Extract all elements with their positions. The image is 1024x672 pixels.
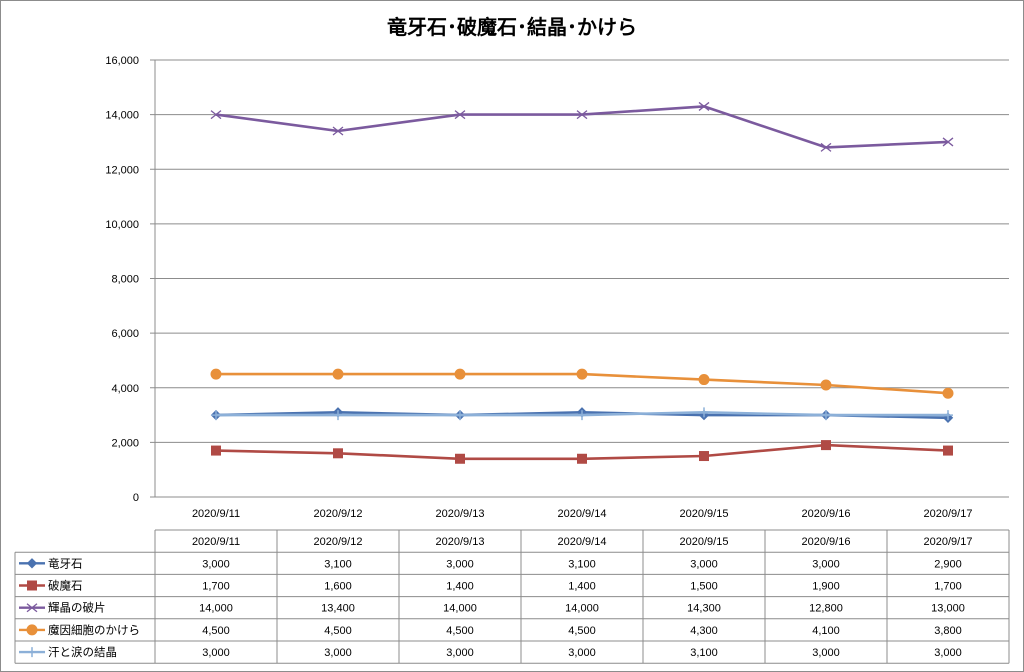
legend-series-name: 竜牙石 <box>48 556 83 570</box>
data-point <box>576 110 588 120</box>
y-tick-label: 0 <box>133 492 139 504</box>
table-header-cell: 2020/9/17 <box>924 536 973 548</box>
data-point <box>211 410 221 421</box>
table-value-cell: 14,300 <box>687 603 721 615</box>
table-header-cell: 2020/9/13 <box>436 536 485 548</box>
data-point <box>333 448 343 459</box>
x-tick-label: 2020/9/11 <box>192 508 240 520</box>
table-value-cell: 1,600 <box>324 581 352 593</box>
table-value-cell: 3,000 <box>934 647 962 659</box>
table-value-cell: 3,000 <box>812 558 840 570</box>
table-value-cell: 3,100 <box>690 647 718 659</box>
data-point <box>211 445 221 456</box>
table-value-cell: 3,100 <box>324 558 352 570</box>
y-tick-label: 8,000 <box>111 274 139 286</box>
table-value-cell: 14,000 <box>565 603 599 615</box>
data-point <box>820 379 832 391</box>
legend-key-marker <box>26 603 38 613</box>
y-tick-label: 4,000 <box>111 383 139 395</box>
legend-key-marker <box>27 647 37 658</box>
data-point <box>577 410 587 421</box>
table-value-cell: 1,400 <box>568 581 596 593</box>
table-value-cell: 4,500 <box>324 625 352 637</box>
table-value-cell: 14,000 <box>199 603 233 615</box>
table-value-cell: 4,500 <box>568 625 596 637</box>
data-point <box>454 368 466 380</box>
table-header-cell: 2020/9/11 <box>192 536 240 548</box>
table-value-cell: 4,300 <box>690 625 718 637</box>
chart-title: 竜牙石･破魔石･結晶･かけら <box>387 15 637 39</box>
data-point <box>455 410 465 421</box>
data-point <box>943 445 953 456</box>
table-header-cell: 2020/9/16 <box>802 536 851 548</box>
table-value-cell: 3,000 <box>202 558 230 570</box>
table-value-cell: 3,000 <box>446 558 474 570</box>
x-tick-label: 2020/9/13 <box>436 508 485 520</box>
y-tick-label: 2,000 <box>111 437 139 449</box>
data-point <box>698 374 710 386</box>
y-tick-label: 12,000 <box>105 164 139 176</box>
data-point <box>332 368 344 380</box>
data-point <box>698 101 710 111</box>
legend-series-name: 破魔石 <box>48 579 83 593</box>
data-point <box>699 407 709 418</box>
x-tick-label: 2020/9/17 <box>924 508 973 520</box>
table-value-cell: 3,800 <box>934 625 962 637</box>
table-value-cell: 13,400 <box>321 603 355 615</box>
table-value-cell: 14,000 <box>443 603 477 615</box>
data-point <box>699 451 709 462</box>
table-value-cell: 1,700 <box>202 581 230 593</box>
table-value-cell: 3,000 <box>812 647 840 659</box>
legend-series-name: 汗と涙の結晶 <box>48 645 117 659</box>
table-value-cell: 12,800 <box>809 603 843 615</box>
data-point <box>820 142 832 152</box>
legend-series-name: 輝晶の破片 <box>48 601 106 615</box>
table-value-cell: 1,900 <box>812 581 840 593</box>
data-point <box>942 387 954 399</box>
legend-key-marker <box>26 624 38 636</box>
y-tick-label: 16,000 <box>105 55 139 67</box>
table-value-cell: 3,100 <box>568 558 596 570</box>
table-value-cell: 4,500 <box>446 625 474 637</box>
table-value-cell: 3,000 <box>202 647 230 659</box>
legend-key-marker <box>26 558 38 569</box>
table-header-cell: 2020/9/14 <box>558 536 607 548</box>
table-value-cell: 1,700 <box>934 581 962 593</box>
data-point <box>943 410 953 421</box>
table-value-cell: 3,000 <box>690 558 718 570</box>
x-tick-label: 2020/9/15 <box>680 508 729 520</box>
table-value-cell: 4,500 <box>202 625 230 637</box>
table-header-cell: 2020/9/15 <box>680 536 729 548</box>
data-point <box>942 137 954 147</box>
table-value-cell: 1,400 <box>446 581 474 593</box>
data-point <box>333 410 343 421</box>
data-point <box>821 410 831 421</box>
data-point <box>210 368 222 380</box>
data-point <box>210 110 222 120</box>
data-point <box>576 368 588 380</box>
legend-key-marker <box>27 580 37 591</box>
x-tick-label: 2020/9/16 <box>802 508 851 520</box>
table-header-cell: 2020/9/12 <box>314 536 363 548</box>
table-value-cell: 1,500 <box>690 581 718 593</box>
data-point <box>821 440 831 451</box>
x-tick-label: 2020/9/12 <box>314 508 363 520</box>
table-value-cell: 3,000 <box>568 647 596 659</box>
y-tick-label: 10,000 <box>105 219 139 231</box>
data-point <box>332 126 344 136</box>
table-value-cell: 13,000 <box>931 603 965 615</box>
data-point <box>454 110 466 120</box>
x-tick-label: 2020/9/14 <box>558 508 607 520</box>
data-point <box>577 453 587 464</box>
table-value-cell: 2,900 <box>934 558 962 570</box>
table-value-cell: 3,000 <box>324 647 352 659</box>
y-tick-label: 14,000 <box>105 110 139 122</box>
data-point <box>455 453 465 464</box>
table-value-cell: 4,100 <box>812 625 840 637</box>
table-value-cell: 3,000 <box>446 647 474 659</box>
legend-series-name: 魔因細胞のかけら <box>48 623 140 637</box>
y-tick-label: 6,000 <box>111 328 139 340</box>
